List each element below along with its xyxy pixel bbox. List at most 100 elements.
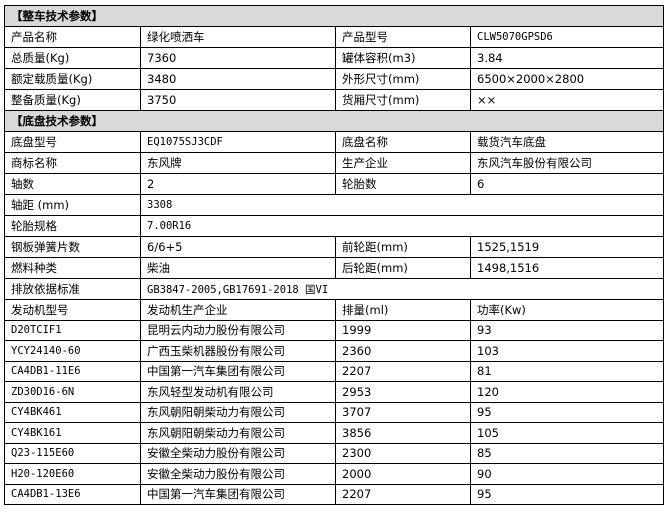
engine-cell: 昆明云内动力股份有限公司 xyxy=(140,319,336,341)
label-cell: 底盘名称 xyxy=(335,131,471,153)
table-row: 商标名称 东风牌 生产企业 东风汽车股份有限公司 xyxy=(4,152,664,174)
engine-cell: 120 xyxy=(470,381,664,403)
value-cell: 3750 xyxy=(140,89,336,111)
table-row: 轴距 (mm) 3308 xyxy=(4,194,664,216)
value-cell: 2 xyxy=(140,173,336,195)
label-cell: 轮胎规格 xyxy=(4,215,141,237)
value-cell: 3.84 xyxy=(470,47,664,69)
table-row: 钢板弹簧片数 6/6+5 前轮距(mm) 1525,1519 xyxy=(4,236,664,258)
engine-cell: H20-120E60 xyxy=(4,463,141,485)
engine-cell: 安徽全柴动力股份有限公司 xyxy=(140,463,336,485)
label-cell: 前轮距(mm) xyxy=(335,236,471,258)
label-cell: 排放依据标准 xyxy=(4,278,141,300)
label-cell: 额定载质量(Kg) xyxy=(4,68,141,90)
label-cell: 总质量(Kg) xyxy=(4,47,141,69)
engine-cell: 85 xyxy=(470,442,664,464)
value-cell: CLW5070GPSD6 xyxy=(470,26,664,48)
engine-cell: CA4DB1-13E6 xyxy=(4,483,141,505)
engine-cell: CY4BK161 xyxy=(4,422,141,444)
engine-cell: 2207 xyxy=(335,360,471,382)
label-cell: 整备质量(Kg) xyxy=(4,89,141,111)
engine-cell: 95 xyxy=(470,483,664,505)
table-row: 额定载质量(Kg) 3480 外形尺寸(mm) 6500×2000×2800 xyxy=(4,68,664,90)
engine-cell: 2360 xyxy=(335,340,471,362)
engine-cell: 东风朝阳朝柴动力有限公司 xyxy=(140,422,336,444)
value-cell: 3480 xyxy=(140,68,336,90)
engine-cell: 95 xyxy=(470,401,664,423)
engine-cell: YCY24140-60 xyxy=(4,340,141,362)
engine-cell: 安徽全柴动力股份有限公司 xyxy=(140,442,336,464)
engine-cell: 中国第一汽车集团有限公司 xyxy=(140,483,336,505)
column-header: 发动机型号 xyxy=(4,299,141,321)
engine-cell: ZD30D16-6N xyxy=(4,381,141,403)
engine-row: Q23-115E60 安徽全柴动力股份有限公司 2300 85 xyxy=(4,442,664,464)
label-cell: 燃料种类 xyxy=(4,257,141,279)
label-cell: 货厢尺寸(mm) xyxy=(335,89,471,111)
value-cell: 3308 xyxy=(140,194,664,216)
engine-cell: 3856 xyxy=(335,422,471,444)
engine-cell: 90 xyxy=(470,463,664,485)
engine-cell: 3707 xyxy=(335,401,471,423)
section-header: 【整车技术参数】 xyxy=(4,5,664,27)
label-cell: 轴距 (mm) xyxy=(4,194,141,216)
engine-row: ZD30D16-6N 东风轻型发动机有限公司 2953 120 xyxy=(4,381,664,403)
engine-row: CA4DB1-11E6 中国第一汽车集团有限公司 2207 81 xyxy=(4,360,664,382)
label-cell: 产品型号 xyxy=(335,26,471,48)
table-row: 排放依据标准 GB3847-2005,GB17691-2018 国VI xyxy=(4,278,664,300)
value-cell: 东风牌 xyxy=(140,152,336,174)
value-cell: 6500×2000×2800 xyxy=(470,68,664,90)
value-cell: ×× xyxy=(470,89,664,111)
table-row: 产品名称 绿化喷洒车 产品型号 CLW5070GPSD6 xyxy=(4,26,664,48)
engine-cell: 81 xyxy=(470,360,664,382)
value-cell: EQ1075SJ3CDF xyxy=(140,131,336,153)
engine-row: CA4DB1-13E6 中国第一汽车集团有限公司 2207 95 xyxy=(4,483,664,505)
engine-cell: 2953 xyxy=(335,381,471,403)
table-row: 燃料种类 柴油 后轮距(mm) 1498,1516 xyxy=(4,257,664,279)
engine-cell: 1999 xyxy=(335,319,471,341)
engine-row: D20TCIF1 昆明云内动力股份有限公司 1999 93 xyxy=(4,319,664,341)
engine-row: H20-120E60 安徽全柴动力股份有限公司 2000 90 xyxy=(4,463,664,485)
engine-cell: 93 xyxy=(470,319,664,341)
label-cell: 轴数 xyxy=(4,173,141,195)
value-cell: 1525,1519 xyxy=(470,236,664,258)
label-cell: 商标名称 xyxy=(4,152,141,174)
label-cell: 外形尺寸(mm) xyxy=(335,68,471,90)
value-cell: 1498,1516 xyxy=(470,257,664,279)
engine-cell: 东风轻型发动机有限公司 xyxy=(140,381,336,403)
engine-row: YCY24140-60 广西玉柴机器股份有限公司 2360 103 xyxy=(4,340,664,362)
value-cell: 7.00R16 xyxy=(140,215,664,237)
engine-cell: 2300 xyxy=(335,442,471,464)
table-row: 轮胎规格 7.00R16 xyxy=(4,215,664,237)
value-cell: 东风汽车股份有限公司 xyxy=(470,152,664,174)
label-cell: 后轮距(mm) xyxy=(335,257,471,279)
label-cell: 生产企业 xyxy=(335,152,471,174)
engine-cell: 105 xyxy=(470,422,664,444)
value-cell: 6 xyxy=(470,173,664,195)
engine-row: CY4BK161 东风朝阳朝柴动力有限公司 3856 105 xyxy=(4,422,664,444)
table-row: 整备质量(Kg) 3750 货厢尺寸(mm) ×× xyxy=(4,89,664,111)
label-cell: 钢板弹簧片数 xyxy=(4,236,141,258)
value-cell: 载货汽车底盘 xyxy=(470,131,664,153)
engine-cell: 103 xyxy=(470,340,664,362)
engine-cell: 广西玉柴机器股份有限公司 xyxy=(140,340,336,362)
engine-cell: 2000 xyxy=(335,463,471,485)
column-header: 发动机生产企业 xyxy=(140,299,336,321)
value-cell: GB3847-2005,GB17691-2018 国VI xyxy=(140,278,664,300)
section-title-vehicle: 【整车技术参数】 xyxy=(4,5,664,27)
engine-cell: 东风朝阳朝柴动力有限公司 xyxy=(140,401,336,423)
engine-cell: CA4DB1-11E6 xyxy=(4,360,141,382)
engine-row: CY4BK461 东风朝阳朝柴动力有限公司 3707 95 xyxy=(4,401,664,423)
engine-cell: 中国第一汽车集团有限公司 xyxy=(140,360,336,382)
engine-cell: CY4BK461 xyxy=(4,401,141,423)
value-cell: 绿化喷洒车 xyxy=(140,26,336,48)
section-title-chassis: 【底盘技术参数】 xyxy=(4,110,664,132)
engine-header-row: 发动机型号 发动机生产企业 排量(ml) 功率(Kw) xyxy=(4,299,664,321)
label-cell: 底盘型号 xyxy=(4,131,141,153)
table-row: 轴数 2 轮胎数 6 xyxy=(4,173,664,195)
spec-table: 【整车技术参数】 产品名称 绿化喷洒车 产品型号 CLW5070GPSD6 总质量(Kg)… xyxy=(4,5,664,505)
value-cell: 7360 xyxy=(140,47,336,69)
label-cell: 产品名称 xyxy=(4,26,141,48)
engine-cell: Q23-115E60 xyxy=(4,442,141,464)
label-cell: 罐体容积(m3) xyxy=(335,47,471,69)
value-cell: 6/6+5 xyxy=(140,236,336,258)
